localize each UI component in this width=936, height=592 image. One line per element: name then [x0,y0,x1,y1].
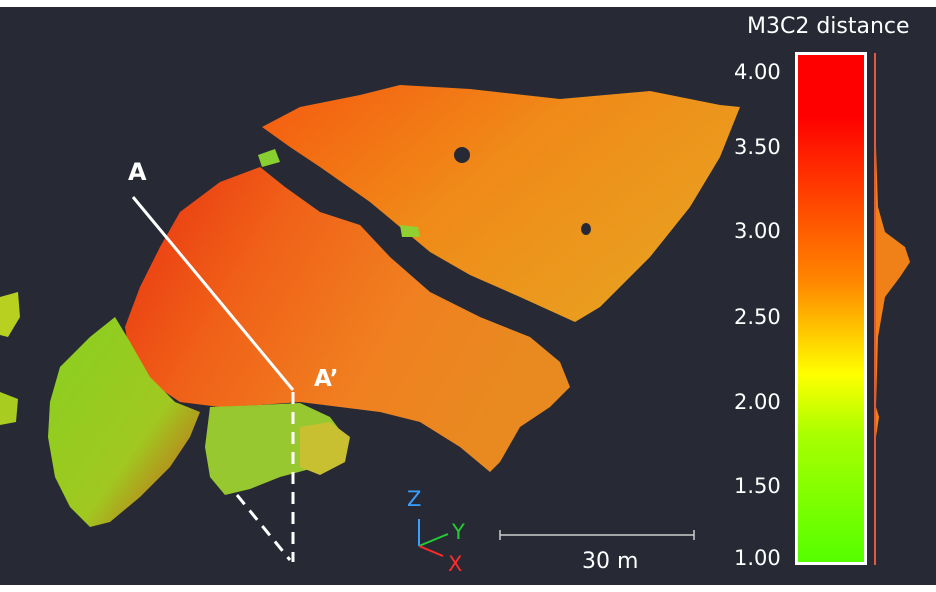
debris-fragment [400,225,420,237]
point-cloud-viewport[interactable]: A A’ Z Y X 30 m M3C2 distance 4.00 3.50 … [0,7,936,585]
section-end-label: A’ [314,366,339,392]
upper-rock-slab [262,85,740,322]
point-cloud-render [0,85,910,562]
colorbar-tick: 4.00 [734,60,781,84]
axis-x-label: X [448,552,463,576]
left-green-region [48,317,200,527]
axis-y-label: Y [452,520,465,544]
lower-rock-slab [125,167,570,472]
colorbar-title: M3C2 distance [747,14,910,39]
scale-bar [499,530,695,540]
colorbar-tick: 2.00 [734,390,781,414]
colorbar-tick: 2.50 [734,305,781,329]
colorbar [795,52,867,565]
colorbar-tick: 1.50 [734,474,781,498]
section-line [131,196,295,391]
histogram-axis [874,53,876,565]
distance-histogram [876,147,910,437]
section-dashed-diagonal [235,494,292,561]
scale-bar-label: 30 m [582,549,639,574]
colorbar-tick: 3.00 [734,219,781,243]
debris-fragment [258,149,280,167]
slab-hole [581,223,591,235]
axis-z-label: Z [407,487,422,511]
left-edge-region [0,292,20,337]
left-edge-region [0,392,18,425]
axis-triad [418,519,449,557]
colorbar-tick: 1.00 [734,546,781,570]
slab-hole [454,147,470,163]
debris-region [300,422,350,475]
colorbar-tick: 3.50 [734,135,781,159]
section-start-label: A [128,158,147,186]
